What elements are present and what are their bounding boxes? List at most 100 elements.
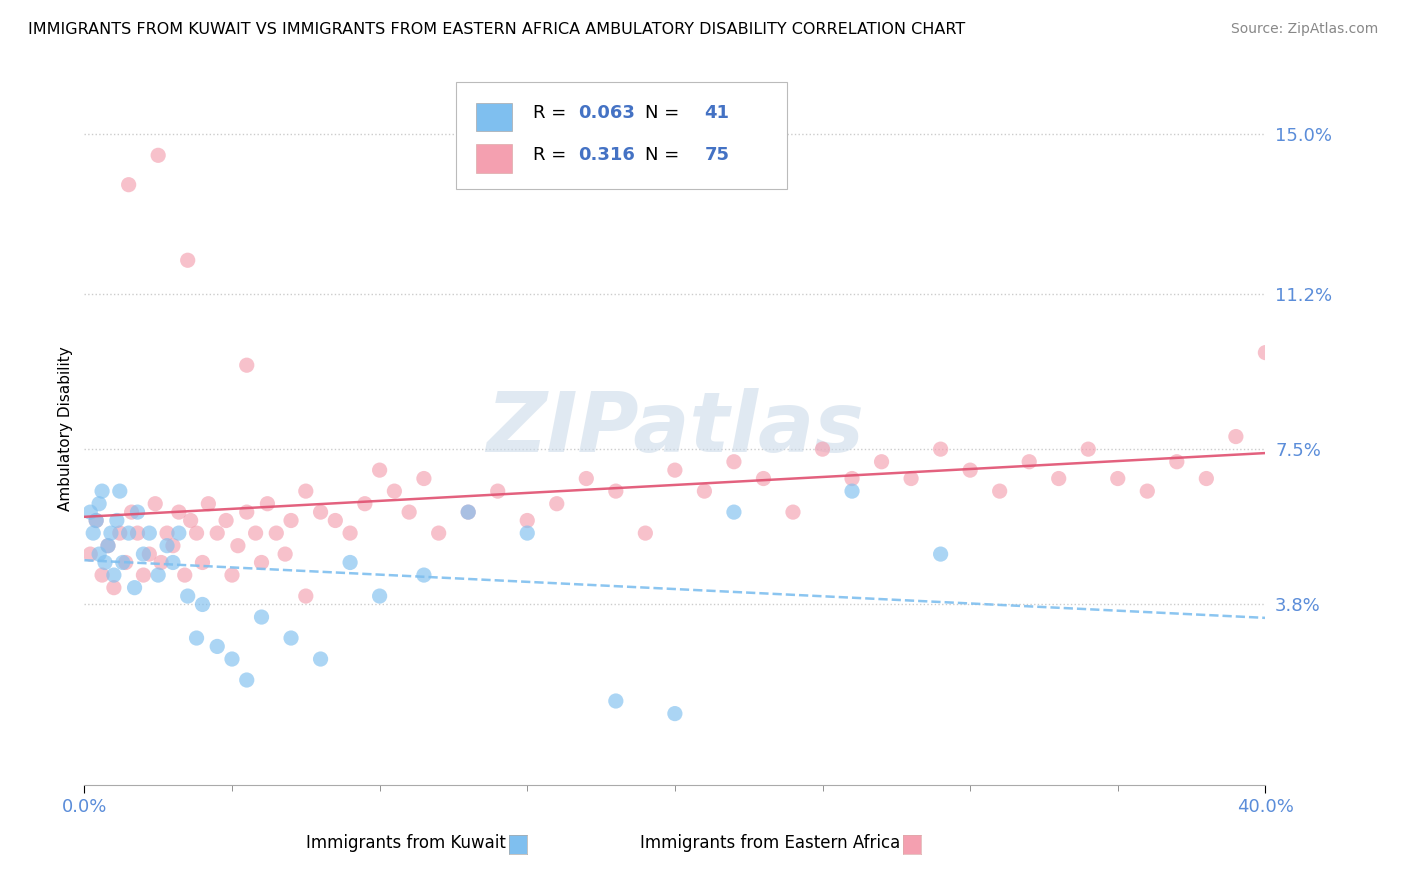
Point xyxy=(929,547,952,561)
Point xyxy=(339,556,361,570)
Point xyxy=(177,589,200,603)
Point xyxy=(516,526,538,541)
Point xyxy=(97,539,120,553)
Point xyxy=(186,631,208,645)
Point xyxy=(368,589,391,603)
Point xyxy=(457,505,479,519)
Point xyxy=(127,505,149,519)
Point xyxy=(221,652,243,666)
Text: ZIPatlas: ZIPatlas xyxy=(486,388,863,468)
Point xyxy=(841,484,863,499)
Point xyxy=(91,484,114,499)
Point xyxy=(207,640,229,654)
Point xyxy=(177,253,200,268)
Point xyxy=(221,568,243,582)
Point xyxy=(1047,471,1070,485)
Point xyxy=(605,484,627,499)
Point xyxy=(87,497,111,511)
Point xyxy=(516,514,538,528)
Point xyxy=(368,463,391,477)
Point xyxy=(105,514,128,528)
Point xyxy=(988,484,1011,499)
Point xyxy=(215,514,238,528)
Point xyxy=(132,568,155,582)
Text: 0.063: 0.063 xyxy=(578,104,636,122)
Text: Immigrants from Kuwait: Immigrants from Kuwait xyxy=(307,834,506,852)
Point xyxy=(413,471,436,485)
Point xyxy=(382,484,406,499)
Point xyxy=(295,484,318,499)
Point xyxy=(782,505,804,519)
Point xyxy=(256,497,278,511)
Point xyxy=(236,505,259,519)
Point xyxy=(127,526,149,541)
Point xyxy=(354,497,377,511)
Point xyxy=(114,556,136,570)
Point xyxy=(84,514,107,528)
Point xyxy=(339,526,361,541)
FancyBboxPatch shape xyxy=(477,103,512,131)
Point xyxy=(1225,429,1247,443)
Y-axis label: Ambulatory Disability: Ambulatory Disability xyxy=(58,346,73,510)
Text: N =: N = xyxy=(645,104,685,122)
Point xyxy=(250,610,273,624)
Point xyxy=(156,539,179,553)
Point xyxy=(108,484,131,499)
Point xyxy=(959,463,981,477)
Text: R =: R = xyxy=(533,104,572,122)
Point xyxy=(167,526,190,541)
Point xyxy=(1107,471,1129,485)
Point xyxy=(100,526,122,541)
Text: 41: 41 xyxy=(704,104,730,122)
Point xyxy=(1166,455,1188,469)
Point xyxy=(173,568,195,582)
Point xyxy=(280,631,302,645)
Point xyxy=(274,547,297,561)
Point xyxy=(143,497,166,511)
Point xyxy=(752,471,775,485)
Point xyxy=(186,526,208,541)
Point xyxy=(486,484,509,499)
Point xyxy=(1136,484,1159,499)
Point xyxy=(87,547,111,561)
Text: R =: R = xyxy=(533,146,572,164)
Point xyxy=(138,526,160,541)
Point xyxy=(664,706,686,721)
Point xyxy=(124,581,146,595)
Point xyxy=(900,471,922,485)
Point xyxy=(82,526,104,541)
Point xyxy=(103,581,125,595)
Point xyxy=(870,455,893,469)
Point xyxy=(97,539,120,553)
Point xyxy=(1195,471,1218,485)
Point xyxy=(309,652,332,666)
Point xyxy=(236,358,259,372)
Point xyxy=(150,556,173,570)
Point xyxy=(156,526,179,541)
Point xyxy=(191,598,214,612)
Point xyxy=(266,526,288,541)
Point xyxy=(138,547,160,561)
Point xyxy=(546,497,568,511)
Point xyxy=(295,589,318,603)
Text: Immigrants from Eastern Africa: Immigrants from Eastern Africa xyxy=(640,834,900,852)
Point xyxy=(398,505,420,519)
Point xyxy=(413,568,436,582)
Point xyxy=(1018,455,1040,469)
Point xyxy=(132,547,155,561)
Point xyxy=(79,547,101,561)
Point xyxy=(427,526,450,541)
Point xyxy=(457,505,479,519)
Point xyxy=(309,505,332,519)
Point xyxy=(664,463,686,477)
Point xyxy=(929,442,952,457)
Point xyxy=(121,505,143,519)
Point xyxy=(180,514,202,528)
Point xyxy=(811,442,834,457)
Point xyxy=(91,568,114,582)
FancyBboxPatch shape xyxy=(457,82,787,189)
Point xyxy=(634,526,657,541)
Point xyxy=(111,556,134,570)
Point xyxy=(723,505,745,519)
Text: N =: N = xyxy=(645,146,685,164)
